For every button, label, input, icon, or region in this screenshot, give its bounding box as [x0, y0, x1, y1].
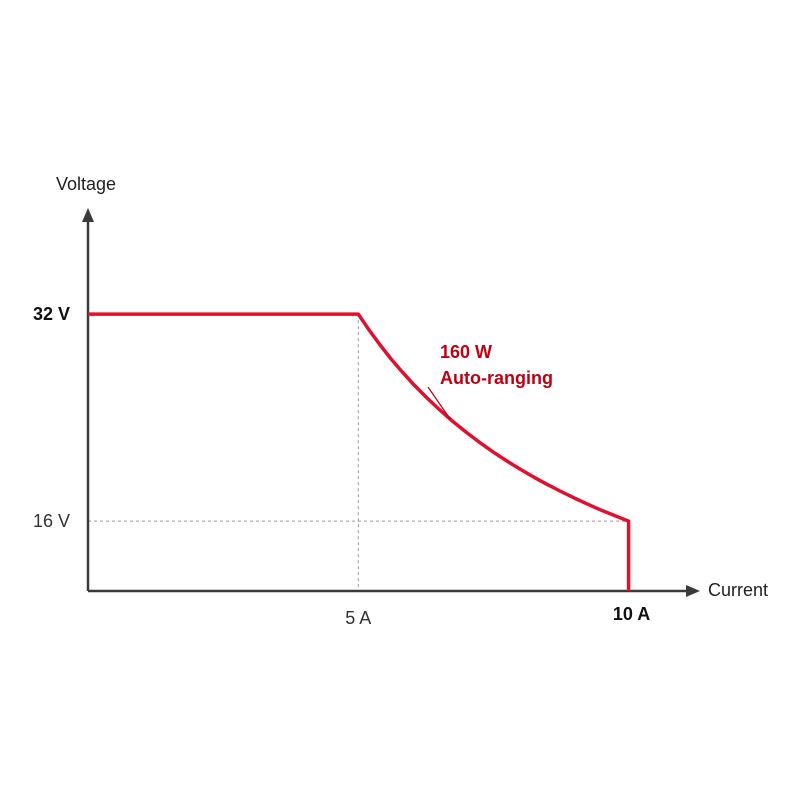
y-axis-arrow-icon	[82, 208, 94, 222]
x-tick-label-10a: 10 A	[613, 604, 650, 624]
x-axis-arrow-icon	[686, 585, 700, 597]
annotation-mode-label: Auto-ranging	[440, 368, 553, 388]
annotation-power-label: 160 W	[440, 342, 492, 362]
x-tick-label-5a: 5 A	[345, 608, 371, 628]
annotation-leader-line	[427, 386, 451, 420]
y-tick-label-32v: 32 V	[33, 304, 70, 324]
x-axis-title: Current	[708, 580, 768, 600]
y-tick-label-16v: 16 V	[33, 511, 70, 531]
y-axis-title: Voltage	[56, 174, 116, 194]
power-limit-curve	[88, 312, 631, 591]
